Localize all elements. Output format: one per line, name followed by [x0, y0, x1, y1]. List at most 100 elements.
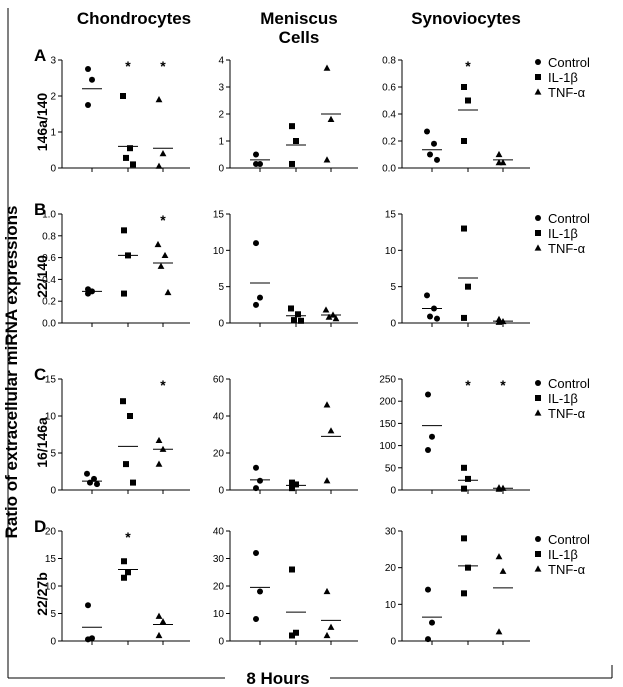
- data-point-IL-1β: [293, 138, 299, 144]
- y-tick-label: 0.0: [42, 319, 56, 330]
- row-label: 16/146a: [34, 417, 50, 468]
- data-point-TNF-α: [495, 628, 503, 635]
- y-tick-label: 250: [379, 375, 396, 386]
- y-tick-label: 40: [213, 527, 225, 538]
- y-tick-label: 20: [213, 449, 225, 460]
- data-point-Control: [84, 470, 90, 477]
- data-point-Control: [253, 616, 259, 622]
- data-point-Control: [424, 128, 430, 135]
- row-label: 146a/140: [34, 93, 50, 152]
- plot-A-2: 0.0 0.2 0.4 0.6 0.8 *: [382, 56, 530, 175]
- y-tick-label: 30: [213, 554, 225, 565]
- y-tick-label: 15: [45, 375, 57, 386]
- data-point-IL-1β: [293, 629, 299, 636]
- data-point-Control: [434, 156, 440, 163]
- y-tick-label: 1.0: [42, 210, 56, 221]
- data-point-IL-1β: [289, 160, 295, 167]
- data-point-TNF-α: [323, 631, 331, 639]
- legend-label: TNF-α: [548, 241, 586, 256]
- data-point-IL-1β: [121, 227, 127, 234]
- y-tick-label: 5: [50, 609, 56, 620]
- y-tick-label: 2: [218, 110, 224, 121]
- legend-label: Control: [548, 211, 590, 226]
- y-tick-label: 30: [385, 527, 397, 538]
- column-title-2: Synoviocytes: [411, 9, 521, 28]
- significance-star: *: [465, 377, 471, 393]
- y-tick-label: 15: [385, 210, 397, 221]
- data-point-Control: [253, 485, 259, 492]
- significance-star: *: [465, 58, 471, 74]
- y-tick-label: 0: [218, 637, 224, 648]
- panel-row-C: C 16/146a 0 5 10 15 * 0 20 40 60 0 50 100 150 200 250 * * C…: [34, 365, 590, 497]
- data-point-IL-1β: [461, 225, 467, 232]
- data-point-Control: [257, 588, 263, 595]
- legend-marker-circle: [535, 59, 541, 65]
- data-point-Control: [257, 477, 263, 484]
- y-tick-label: 4: [218, 56, 224, 67]
- y-tick-label: 5: [390, 282, 396, 293]
- y-tick-label: 3: [50, 56, 56, 67]
- y-tick-label: 0: [390, 637, 396, 648]
- data-point-Control: [425, 636, 431, 643]
- data-point-TNF-α: [327, 623, 335, 630]
- data-point-IL-1β: [289, 632, 295, 639]
- plot-C-0: 0 5 10 15 *: [45, 375, 190, 497]
- legend-marker-square: [535, 74, 541, 80]
- y-tick-label: 0: [50, 164, 56, 175]
- significance-star: *: [160, 212, 166, 228]
- y-axis-title: Ratio of extracellular miRNA expressions: [2, 206, 21, 539]
- y-tick-label: 0: [218, 164, 224, 175]
- row-label: 22/27b: [34, 572, 50, 616]
- data-point-TNF-α: [161, 251, 169, 259]
- data-point-TNF-α: [323, 477, 331, 484]
- y-tick-label: 15: [45, 554, 57, 565]
- data-point-IL-1β: [120, 93, 126, 99]
- significance-star: *: [160, 377, 166, 393]
- data-point-TNF-α: [155, 96, 163, 103]
- y-tick-label: 0: [218, 486, 224, 497]
- data-point-Control: [89, 76, 95, 83]
- y-tick-label: 10: [45, 582, 57, 593]
- data-point-IL-1β: [298, 317, 304, 324]
- plot-B-1: 0 5 10 15: [213, 210, 358, 330]
- y-tick-label: 150: [379, 419, 396, 430]
- data-point-Control: [85, 66, 91, 72]
- data-point-TNF-α: [323, 587, 331, 595]
- data-point-IL-1β: [461, 464, 467, 471]
- data-point-IL-1β: [288, 305, 294, 312]
- legend-marker-triangle: [534, 244, 542, 251]
- data-point-IL-1β: [465, 97, 471, 104]
- legend-marker-square: [535, 395, 541, 401]
- data-point-TNF-α: [155, 162, 163, 169]
- data-point-TNF-α: [495, 150, 503, 158]
- legend-marker-circle: [535, 380, 541, 386]
- data-point-IL-1β: [127, 413, 133, 419]
- legend-label: TNF-α: [548, 406, 586, 421]
- data-point-IL-1β: [461, 138, 467, 144]
- data-point-Control: [253, 151, 259, 158]
- plot-C-1: 0 20 40 60: [213, 375, 358, 497]
- data-point-Control: [425, 586, 431, 593]
- legend-label: TNF-α: [548, 85, 586, 100]
- data-point-TNF-α: [164, 288, 172, 296]
- data-point-IL-1β: [130, 161, 136, 168]
- data-point-Control: [85, 636, 91, 643]
- y-tick-label: 0.2: [42, 297, 56, 308]
- legend-label: TNF-α: [548, 562, 586, 577]
- y-tick-label: 0.4: [42, 275, 56, 286]
- data-point-Control: [424, 292, 430, 299]
- data-point-IL-1β: [461, 590, 467, 597]
- column-title-1: Cells: [279, 28, 320, 47]
- data-point-Control: [431, 140, 437, 147]
- plot-D-1: 0 10 20 30 40: [213, 527, 358, 648]
- data-point-IL-1β: [461, 84, 467, 90]
- panel-row-D: D 22/27b 0 5 10 15 20 * 0 10 20 30 40 0 10 20 30 ControlI…: [34, 517, 590, 648]
- legend-label: IL-1β: [548, 226, 578, 241]
- panel-letter: B: [34, 200, 46, 219]
- y-tick-label: 40: [213, 412, 225, 423]
- data-point-Control: [253, 240, 259, 247]
